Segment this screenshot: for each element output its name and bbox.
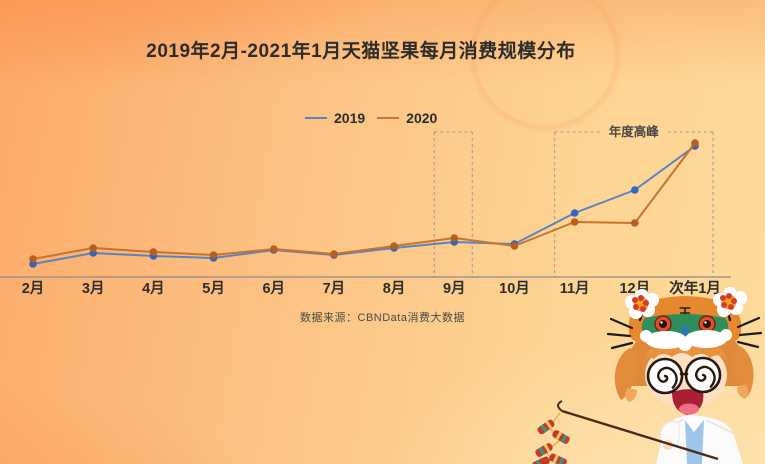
x-tick-label: 4月 bbox=[142, 280, 165, 297]
legend-item-2019: 2019 bbox=[305, 110, 365, 126]
series-line-2019 bbox=[32, 145, 696, 265]
legend-label: 2019 bbox=[334, 110, 366, 126]
data-point-2019 bbox=[631, 186, 639, 194]
x-tick-label: 2月 bbox=[22, 280, 45, 297]
data-point-2020 bbox=[89, 244, 97, 252]
data-point-2020 bbox=[149, 248, 158, 256]
data-point-2020 bbox=[269, 245, 278, 253]
x-tick-label: 3月 bbox=[82, 280, 105, 297]
x-tick-label: 9月 bbox=[443, 280, 466, 297]
legend-line-swatch bbox=[305, 117, 327, 119]
chart-title: 2019年2月-2021年1月天猫坚果每月消费规模分布 bbox=[146, 41, 576, 62]
data-point-2020 bbox=[631, 219, 639, 227]
series-line-2020 bbox=[32, 142, 696, 260]
x-tick-label: 次年1月 bbox=[669, 279, 721, 297]
data-source-note: 数据来源：CBNData消费大数据 bbox=[300, 312, 465, 324]
annotation-label: 年度高峰 bbox=[609, 124, 660, 139]
mascot-tiger-hat: 王 bbox=[606, 287, 763, 351]
data-point-2020 bbox=[570, 218, 579, 226]
data-point-2020 bbox=[330, 250, 338, 258]
legend-item-2020: 2020 bbox=[377, 110, 437, 126]
x-tick-label: 8月 bbox=[383, 280, 406, 297]
data-point-2020 bbox=[29, 255, 37, 263]
chart-legend: 2019 2020 bbox=[305, 110, 437, 126]
x-tick-label: 10月 bbox=[499, 280, 530, 297]
data-point-2020 bbox=[209, 251, 218, 259]
x-tick-label: 11月 bbox=[560, 280, 590, 297]
data-point-2020 bbox=[450, 234, 459, 242]
x-tick-label: 7月 bbox=[323, 280, 346, 297]
mascot-illustration: 王 bbox=[532, 287, 763, 464]
mascot-firecracker-stick bbox=[532, 400, 719, 464]
data-point-2020 bbox=[510, 242, 519, 250]
mascot-mouth bbox=[672, 389, 704, 415]
legend-label: 2020 bbox=[406, 110, 438, 126]
x-tick-label: 6月 bbox=[262, 280, 285, 297]
legend-line-swatch bbox=[377, 117, 400, 119]
mascot-spiral-glasses bbox=[646, 356, 722, 395]
mascot-body bbox=[656, 415, 743, 464]
data-point-2019 bbox=[570, 209, 579, 217]
mascot-hat-ears bbox=[625, 287, 747, 319]
x-tick-label: 5月 bbox=[202, 280, 225, 297]
data-point-2020 bbox=[390, 242, 398, 250]
data-point-2020 bbox=[691, 139, 699, 147]
firecrackers bbox=[532, 419, 570, 464]
